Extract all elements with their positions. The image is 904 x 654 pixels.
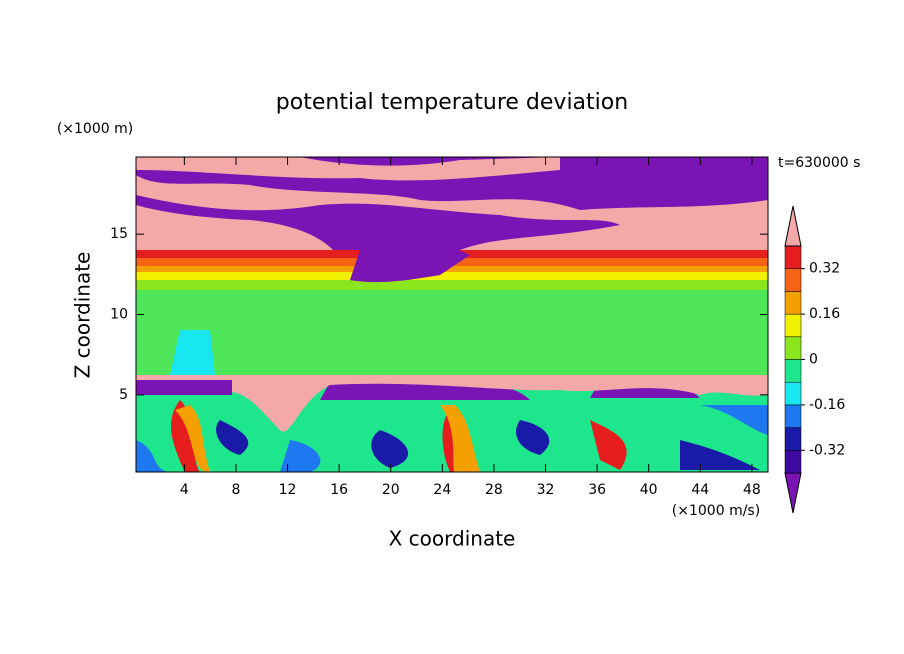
x-tick-label: 32 [537, 482, 555, 498]
colorbar-band [784, 291, 802, 315]
colorbar-band [784, 450, 802, 474]
colorbar-band [784, 336, 802, 360]
x-tick-label: 16 [330, 482, 348, 498]
colorbar-band [784, 313, 802, 338]
colorbar-tick-label: 0.32 [809, 261, 840, 277]
colorbar-band [784, 427, 802, 451]
colorbar-tick-label: -0.16 [809, 397, 845, 413]
colorbar-extend [784, 205, 802, 247]
y-tick-label: 15 [110, 226, 128, 242]
colorbar-band [784, 359, 802, 383]
colorbar-band [784, 245, 802, 269]
x-tick-label: 36 [588, 482, 606, 498]
x-tick-label: 20 [382, 482, 400, 498]
colorbar-tick-label: 0 [809, 352, 818, 368]
x-tick-label: 40 [640, 482, 658, 498]
x-tick-label: 28 [485, 482, 503, 498]
colorbar-tick-label: 0.16 [809, 306, 840, 322]
x-tick-label: 12 [279, 482, 297, 498]
x-tick-label: 4 [180, 482, 189, 498]
x-tick-label: 44 [691, 482, 709, 498]
x-unit: (×1000 m/s) [672, 503, 760, 519]
y-tick-label: 5 [119, 387, 128, 403]
x-axis-label: X coordinate [389, 527, 516, 551]
contour-field [136, 157, 768, 472]
y-axis-label: Z coordinate [71, 252, 95, 379]
time-label: t=630000 s [778, 155, 860, 171]
x-tick-label: 24 [433, 482, 451, 498]
colorbar-band [784, 381, 802, 406]
colorbar-extend [784, 472, 802, 514]
x-tick-label: 8 [231, 482, 240, 498]
colorbar-band [784, 404, 802, 428]
y-unit: (×1000 m) [57, 121, 133, 137]
colorbar-band [784, 268, 802, 292]
y-tick-label: 10 [110, 307, 128, 323]
x-tick-label: 48 [743, 482, 761, 498]
chart-title: potential temperature deviation [276, 90, 628, 115]
colorbar-tick-label: -0.32 [809, 442, 845, 458]
